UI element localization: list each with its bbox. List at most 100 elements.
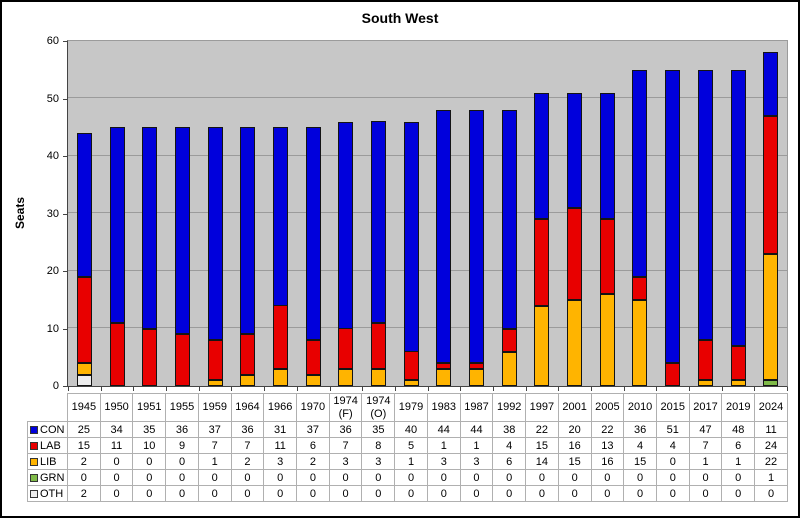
x-axis-tick — [460, 387, 462, 391]
x-axis-tick — [721, 387, 723, 391]
value-cell-LIB: 1 — [197, 453, 232, 470]
value-cell-LAB: 15 — [67, 437, 101, 454]
year-header-cell: 1970 — [296, 393, 330, 422]
bar-segment-GRN — [763, 380, 779, 386]
value-cell-LIB: 1 — [721, 453, 756, 470]
value-cell-LAB: 11 — [99, 437, 134, 454]
value-cell-LAB: 8 — [361, 437, 396, 454]
bar-segment-CON — [207, 127, 223, 340]
x-axis-tick — [623, 387, 625, 391]
value-cell-CON: 44 — [426, 421, 461, 438]
value-cell-OTH: 2 — [67, 485, 101, 502]
value-cell-CON: 36 — [230, 421, 265, 438]
value-cell-LIB: 2 — [230, 453, 265, 470]
legend-cell-GRN: GRN — [27, 469, 68, 486]
data-table: 1945 1950 1951 1955 1959 1964 1966 1970 1974 (F)… — [27, 393, 788, 502]
value-cell-CON: 38 — [492, 421, 527, 438]
value-cell-GRN: 0 — [525, 469, 559, 486]
bar-segment-LIB — [207, 380, 223, 386]
y-axis-tick-label: 20 — [46, 265, 59, 277]
legend-label-GRN: GRN — [40, 471, 65, 484]
bar-segment-LAB — [665, 363, 681, 386]
value-cell-LIB: 3 — [361, 453, 396, 470]
y-axis-tick-label: 50 — [46, 92, 59, 105]
bar-segment-CON — [501, 110, 517, 329]
value-cell-OTH: 0 — [99, 485, 134, 502]
y-axis-tick-label: 0 — [52, 380, 59, 392]
bar-segment-CON — [142, 127, 158, 329]
year-header-cell: 1950 — [99, 393, 134, 422]
x-axis-tick — [525, 387, 527, 391]
value-cell-GRN: 1 — [754, 469, 788, 486]
value-cell-LIB: 3 — [459, 453, 494, 470]
x-axis-tick — [296, 387, 298, 391]
value-cell-GRN: 0 — [328, 469, 363, 486]
lib-legend-swatch-icon — [30, 457, 38, 466]
y-axis-tick — [63, 328, 67, 330]
value-cell-OTH: 0 — [296, 485, 330, 502]
x-axis-tick — [133, 387, 135, 391]
grn-legend-swatch-icon — [30, 473, 38, 482]
value-cell-OTH: 0 — [459, 485, 494, 502]
x-axis-tick — [492, 387, 494, 391]
x-axis-tick — [754, 387, 756, 391]
bar-segment-LAB — [142, 328, 158, 386]
value-cell-LIB: 1 — [394, 453, 428, 470]
bar-segment-CON — [403, 121, 419, 352]
legend-cell-CON: CON — [27, 421, 68, 438]
value-cell-OTH: 0 — [426, 485, 461, 502]
value-cell-CON: 37 — [296, 421, 330, 438]
value-cell-LAB: 11 — [263, 437, 298, 454]
bar-segment-LIB — [763, 253, 779, 381]
bar-segment-LIB — [632, 299, 648, 386]
value-cell-CON: 47 — [688, 421, 723, 438]
value-cell-GRN: 0 — [99, 469, 134, 486]
bar-segment-CON — [665, 69, 681, 363]
value-cell-OTH: 0 — [525, 485, 559, 502]
y-axis-tick — [63, 386, 67, 387]
bar-segment-LIB — [436, 368, 452, 386]
y-axis-tick — [63, 156, 67, 157]
value-cell-LIB: 22 — [754, 453, 788, 470]
value-cell-GRN: 0 — [688, 469, 723, 486]
value-cell-CON: 44 — [459, 421, 494, 438]
value-cell-OTH: 0 — [165, 485, 199, 502]
value-cell-LAB: 4 — [623, 437, 657, 454]
value-cell-GRN: 0 — [361, 469, 396, 486]
bar-segment-LAB — [632, 276, 648, 300]
value-cell-OTH: 0 — [230, 485, 265, 502]
bar-segment-LAB — [272, 305, 288, 369]
bar-segment-CON — [436, 110, 452, 363]
bar-segment-LAB — [371, 322, 386, 369]
value-cell-LAB: 5 — [394, 437, 428, 454]
value-cell-CON: 31 — [263, 421, 298, 438]
x-axis-tick — [362, 387, 364, 391]
value-cell-OTH: 0 — [361, 485, 396, 502]
year-header-cell: 1983 — [426, 393, 461, 422]
value-cell-LIB: 0 — [165, 453, 199, 470]
y-axis-tick — [63, 271, 67, 272]
gridline — [68, 155, 787, 156]
bar-segment-LAB — [109, 322, 125, 386]
bar-segment-LAB — [697, 339, 713, 381]
value-cell-LIB: 2 — [67, 453, 101, 470]
value-cell-LAB: 6 — [296, 437, 330, 454]
year-header-cell: 1964 — [230, 393, 265, 422]
value-cell-GRN: 0 — [492, 469, 527, 486]
bar-segment-LAB — [174, 334, 190, 386]
value-cell-GRN: 0 — [655, 469, 690, 486]
value-cell-CON: 35 — [361, 421, 396, 438]
value-cell-LIB: 3 — [426, 453, 461, 470]
table-row-LAB: LAB 15 11 10 9 7 7 11 6 7 8 5 1 1 4 15 16 13 4 4 7 6 24 — [27, 437, 788, 454]
gridline — [68, 97, 787, 98]
bar-segment-LAB — [469, 362, 484, 369]
bar-segment-LIB — [501, 351, 517, 386]
value-cell-LIB: 14 — [525, 453, 559, 470]
value-cell-LIB: 0 — [99, 453, 134, 470]
bar-segment-CON — [599, 92, 615, 220]
x-axis-tick — [656, 387, 658, 391]
bar-segment-LIB — [567, 299, 583, 386]
gridline — [68, 327, 787, 328]
bar-segment-LIB — [272, 368, 288, 386]
legend-label-LAB: LAB — [40, 439, 61, 452]
